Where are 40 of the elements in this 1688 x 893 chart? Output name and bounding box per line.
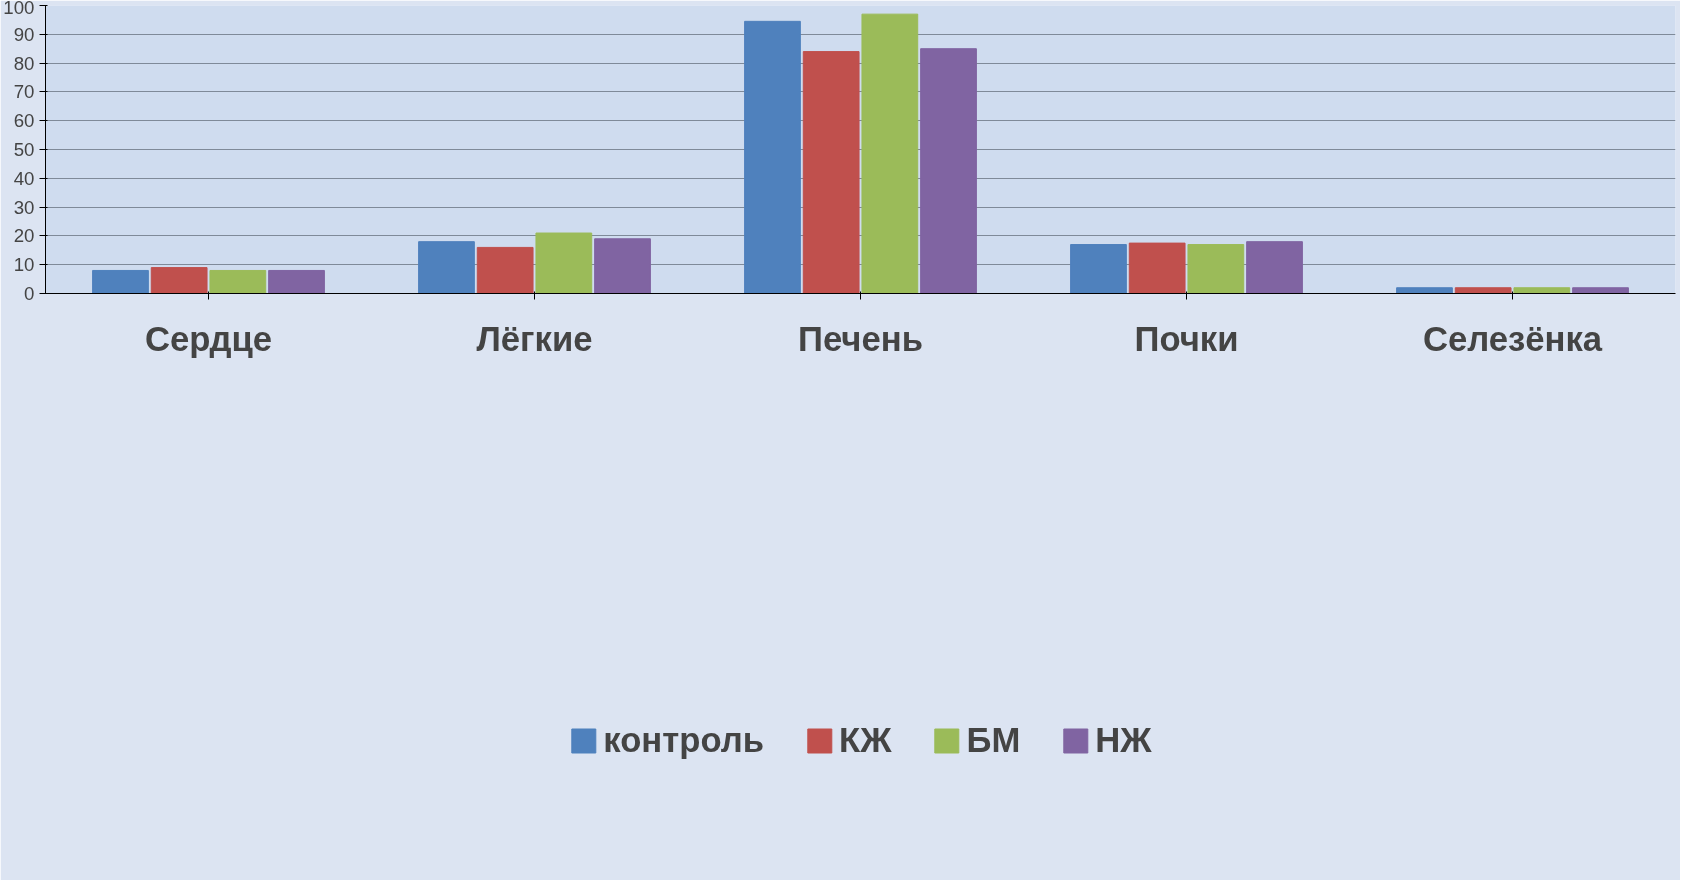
legend-label: контроль xyxy=(603,720,765,760)
y-tick-label: 30 xyxy=(13,196,35,218)
x-tick-label: Селезёнка xyxy=(1422,319,1603,358)
bar xyxy=(535,232,593,294)
bar xyxy=(92,269,149,294)
bar xyxy=(418,241,475,294)
y-tick-label: 40 xyxy=(13,167,35,189)
bar xyxy=(594,238,651,294)
y-tick-label: 10 xyxy=(13,254,35,276)
legend-label: БМ xyxy=(966,720,1021,760)
bar xyxy=(920,48,977,294)
bar xyxy=(861,13,919,294)
bar xyxy=(150,267,208,294)
y-tick-label: 100 xyxy=(3,0,35,18)
bar xyxy=(1246,241,1303,294)
y-tick-label: 60 xyxy=(13,110,35,132)
legend-label: НЖ xyxy=(1095,720,1152,760)
bar xyxy=(1572,287,1629,294)
legend-label: КЖ xyxy=(839,720,892,760)
x-tick-label: Лёгкие xyxy=(476,319,593,358)
y-tick-label: 90 xyxy=(13,23,35,45)
bar xyxy=(1128,242,1186,294)
bar xyxy=(1513,287,1571,294)
bar xyxy=(744,20,801,294)
y-tick-label: 70 xyxy=(13,81,35,103)
x-tick-label: Сердце xyxy=(144,319,273,358)
bar xyxy=(1187,244,1245,294)
y-tick-label: 50 xyxy=(13,139,35,160)
y-tick-label: 0 xyxy=(24,283,35,304)
bar xyxy=(1396,287,1453,294)
bar xyxy=(209,269,267,294)
bar xyxy=(1070,244,1127,294)
x-tick-label: Печень xyxy=(798,319,923,358)
bar xyxy=(476,246,534,294)
x-tick-label: Почки xyxy=(1134,319,1239,358)
bar xyxy=(1454,287,1512,294)
y-tick-label: 80 xyxy=(13,52,35,74)
bar xyxy=(268,269,325,294)
bar xyxy=(802,51,860,294)
y-tick-label: 20 xyxy=(13,225,35,247)
